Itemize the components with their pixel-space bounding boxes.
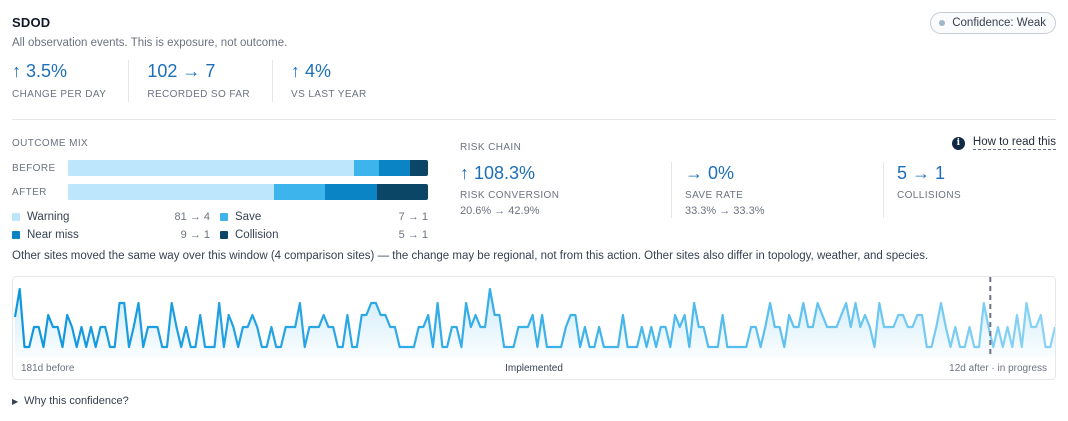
timeline-sparkline: [13, 277, 1055, 357]
metric-sub: 33.3% → 33.3%: [685, 205, 765, 217]
bar-segment-save: [353, 160, 379, 176]
risk-chain-title: RISK CHAIN: [460, 142, 522, 153]
legend-item-warning: Warning 81 → 4: [12, 210, 220, 223]
legend-name: Warning: [27, 210, 70, 223]
why-confidence-toggle[interactable]: ▶ Why this confidence?: [12, 395, 129, 407]
legend-item-near-miss: Near miss 9 → 1: [12, 228, 220, 241]
metric-recorded-so-far: 102 → 7 RECORDED SO FAR: [147, 60, 274, 102]
summary-metrics: ↑ 3.5% CHANGE PER DAY 102 → 7 RECORDED S…: [12, 60, 407, 102]
risk-chain-metrics: ↑ 108.3% RISK CONVERSION 20.6% → 42.9% →…: [460, 162, 1068, 218]
metric-label: COLLISIONS: [897, 190, 962, 201]
metric-vs-last-year: ↑ 4% VS LAST YEAR: [291, 60, 389, 102]
metric-value: → 0%: [685, 163, 735, 183]
outcome-legend: Warning 81 → 4 Save 7 → 1 Near miss 9 → …: [12, 210, 428, 241]
before-bar-row: BEFORE: [12, 160, 428, 176]
metric-label: RECORDED SO FAR: [147, 89, 251, 100]
page-title: SDOD: [12, 15, 51, 30]
metric-value: 5 → 1: [897, 163, 946, 183]
metric-change-per-day: ↑ 3.5% CHANGE PER DAY: [12, 60, 130, 102]
how-to-read-link[interactable]: i How to read this: [951, 136, 1056, 150]
bar-segment-save: [273, 184, 326, 200]
metric-collisions: 5 → 1 COLLISIONS: [884, 162, 1068, 218]
metric-label: SAVE RATE: [685, 190, 744, 201]
bar-segment-collision: [376, 184, 428, 200]
confidence-badge-label: Confidence: Weak: [952, 17, 1046, 29]
legend-name: Near miss: [27, 228, 79, 241]
timeline-start-label: 181d before: [21, 363, 75, 374]
bar-segment-warning: [68, 160, 354, 176]
metric-value: ↑ 3.5%: [12, 61, 68, 81]
info-icon: i: [951, 136, 965, 150]
metric-value: ↑ 108.3%: [460, 163, 536, 183]
timeline-chart: 181d before Implemented 12d after · in p…: [12, 276, 1056, 380]
legend-name: Save: [235, 210, 262, 223]
legend-item-collision: Collision 5 → 1: [220, 228, 428, 241]
legend-swatch: [12, 212, 20, 221]
legend-name: Collision: [235, 228, 279, 241]
status-dot-icon: [939, 20, 946, 26]
timeline-end-label: 12d after · in progress: [949, 363, 1047, 374]
legend-item-save: Save 7 → 1: [220, 210, 428, 223]
metric-sub: 20.6% → 42.9%: [460, 205, 540, 217]
bar-segment-collision: [410, 160, 428, 176]
legend-swatch: [220, 230, 228, 239]
metric-risk-conversion: ↑ 108.3% RISK CONVERSION 20.6% → 42.9%: [460, 162, 672, 218]
why-confidence-label: Why this confidence?: [24, 395, 129, 407]
section-divider: [12, 119, 1056, 120]
legend-counts: 9 → 1: [180, 228, 210, 241]
legend-counts: 5 → 1: [398, 228, 428, 241]
metric-save-rate: → 0% SAVE RATE 33.3% → 33.3%: [672, 162, 884, 218]
metric-label: RISK CONVERSION: [460, 190, 560, 201]
bar-segment-near-miss: [325, 184, 377, 200]
metric-label: VS LAST YEAR: [291, 89, 367, 100]
comparison-note: Other sites moved the same way over this…: [12, 250, 929, 262]
after-stacked-bar: [68, 184, 428, 200]
metric-value: 102 → 7: [147, 61, 216, 81]
disclosure-triangle-icon: ▶: [12, 396, 19, 406]
legend-counts: 7 → 1: [398, 210, 428, 223]
metric-label: CHANGE PER DAY: [12, 89, 107, 100]
legend-swatch: [220, 212, 228, 221]
after-bar-row: AFTER: [12, 184, 428, 200]
page-subtitle: All observation events. This is exposure…: [12, 37, 288, 49]
timeline-line: [13, 287, 1055, 349]
legend-counts: 81 → 4: [174, 210, 210, 223]
timeline-center-label: Implemented: [505, 363, 563, 374]
legend-swatch: [12, 230, 20, 239]
how-to-read-label: How to read this: [972, 136, 1056, 150]
before-label: BEFORE: [12, 162, 56, 174]
after-label: AFTER: [12, 186, 47, 198]
bar-segment-warning: [68, 184, 274, 200]
outcome-mix-title: OUTCOME MIX: [12, 138, 89, 149]
bar-segment-near-miss: [378, 160, 411, 176]
before-stacked-bar: [68, 160, 428, 176]
timeline-area: [15, 289, 1055, 357]
confidence-badge[interactable]: Confidence: Weak: [930, 12, 1056, 34]
metric-value: ↑ 4%: [291, 61, 332, 81]
